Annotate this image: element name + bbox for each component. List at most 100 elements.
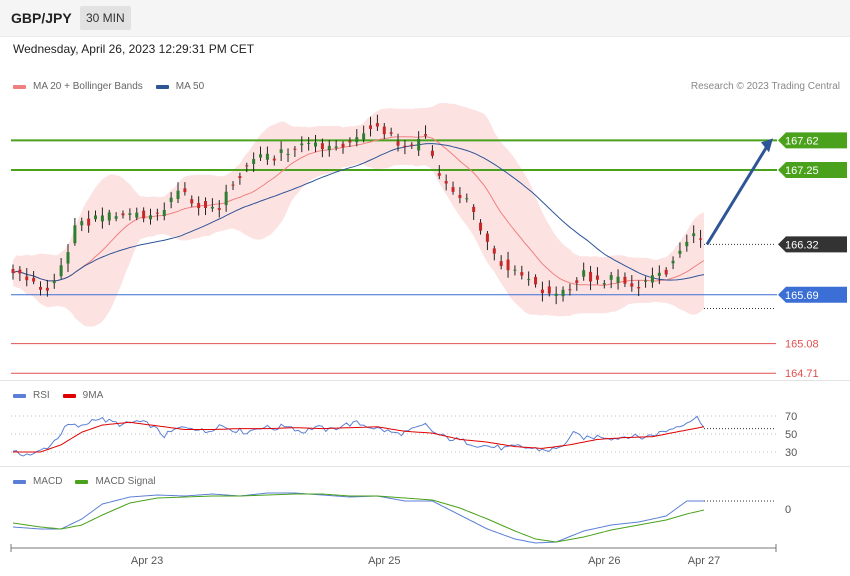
candle-body xyxy=(616,276,620,283)
macd-signal-line xyxy=(12,493,705,543)
level-label-167.25: 167.25 xyxy=(785,165,819,177)
candle-body xyxy=(32,277,36,282)
candle-body xyxy=(540,289,544,294)
candle-body xyxy=(176,190,180,199)
candles xyxy=(11,114,703,305)
level-tag-165.69 xyxy=(778,286,847,303)
credit-text: Research © 2023 Trading Central xyxy=(690,81,840,92)
candle-body xyxy=(59,265,63,277)
ma20-legend-label: MA 20 + Bollinger Bands xyxy=(33,81,143,92)
rsi-swatch xyxy=(13,393,26,398)
candle-body xyxy=(458,194,462,198)
macd-zero-label: 0 xyxy=(785,504,791,516)
rsi-ma-legend-label: 9MA xyxy=(82,390,104,401)
rsi-legend: RSI 9MA xyxy=(13,390,116,401)
candle-body xyxy=(430,150,434,156)
macd-legend: MACD MACD Signal xyxy=(13,476,168,487)
candle-body xyxy=(272,158,276,161)
candle-body xyxy=(259,154,263,158)
candle-body xyxy=(650,275,654,283)
candle-body xyxy=(389,132,393,134)
rsi-level-label-30: 30 xyxy=(785,447,797,459)
level-label-165.69: 165.69 xyxy=(785,290,819,302)
candle-body xyxy=(279,149,283,153)
candle-body xyxy=(582,270,586,277)
candle-body xyxy=(307,142,311,144)
candle-body xyxy=(100,215,104,222)
candle-body xyxy=(348,140,352,143)
projection-arrowhead xyxy=(761,138,773,153)
candle-body xyxy=(252,159,256,164)
candle-body xyxy=(699,238,703,240)
candle-body xyxy=(410,144,414,147)
candle-body xyxy=(334,146,338,148)
rsi-ma-swatch xyxy=(62,393,76,398)
candle-body xyxy=(644,280,648,282)
level-label-166.32: 166.32 xyxy=(785,239,819,251)
candle-body xyxy=(492,248,496,254)
candle-body xyxy=(602,283,606,285)
candle-body xyxy=(657,272,661,276)
candle-body xyxy=(224,191,228,206)
candle-body xyxy=(678,250,682,254)
rsi-line xyxy=(12,415,705,457)
ma50-legend-label: MA 50 xyxy=(175,81,205,92)
level-tag-167.62 xyxy=(778,132,847,149)
candle-body xyxy=(623,276,627,284)
candle-body xyxy=(664,269,668,275)
candle-body xyxy=(424,134,428,136)
rsi-level-label-70: 70 xyxy=(785,411,797,423)
level-label-165.08: 165.08 xyxy=(785,339,819,351)
candle-body xyxy=(11,269,15,274)
candle-body xyxy=(499,261,503,266)
macd-swatch xyxy=(13,479,26,484)
rsi-level-label-50: 50 xyxy=(785,429,797,441)
macd-signal-swatch xyxy=(75,479,89,484)
candle-body xyxy=(630,283,634,287)
candle-body xyxy=(314,142,318,147)
level-tag-166.32 xyxy=(778,236,847,253)
macd-signal-legend-label: MACD Signal xyxy=(95,476,156,487)
candle-body xyxy=(637,287,641,289)
candle-body xyxy=(142,210,146,219)
candle-body xyxy=(87,218,91,226)
x-tick-label-apr-27: Apr 27 xyxy=(688,555,720,567)
timeframe-button[interactable]: 30 MIN xyxy=(80,6,131,30)
candle-body xyxy=(513,269,517,271)
ma50-swatch xyxy=(155,84,169,89)
candle-body xyxy=(589,271,593,282)
candle-body xyxy=(341,143,345,148)
candle-body xyxy=(210,206,214,209)
candle-body xyxy=(362,133,366,140)
ma20-line xyxy=(12,136,705,286)
candle-body xyxy=(286,153,290,155)
candle-body xyxy=(451,187,455,192)
candle-body xyxy=(18,269,22,274)
candle-body xyxy=(293,148,297,150)
candle-body xyxy=(506,259,510,271)
level-tag-167.25 xyxy=(778,162,847,178)
rsi-legend-label: RSI xyxy=(33,390,50,401)
candle-body xyxy=(73,225,77,244)
candle-body xyxy=(382,126,386,135)
candle-body xyxy=(39,286,43,290)
candle-body xyxy=(135,212,139,218)
candle-body xyxy=(94,215,98,220)
pane-divider xyxy=(0,380,850,381)
candle-body xyxy=(217,208,221,210)
candle-body xyxy=(66,252,70,264)
candle-body xyxy=(403,145,407,147)
candle-body xyxy=(396,141,400,146)
candle-body xyxy=(692,233,696,237)
macd-legend-label: MACD xyxy=(33,476,63,487)
candle-body xyxy=(472,206,476,213)
candle-body xyxy=(417,138,421,151)
candle-body xyxy=(162,210,166,217)
candle-body xyxy=(527,279,531,281)
ma20-swatch xyxy=(13,84,26,89)
candle-body xyxy=(107,212,111,221)
candle-body xyxy=(355,137,359,143)
candle-body xyxy=(595,275,599,280)
candle-body xyxy=(155,212,159,214)
